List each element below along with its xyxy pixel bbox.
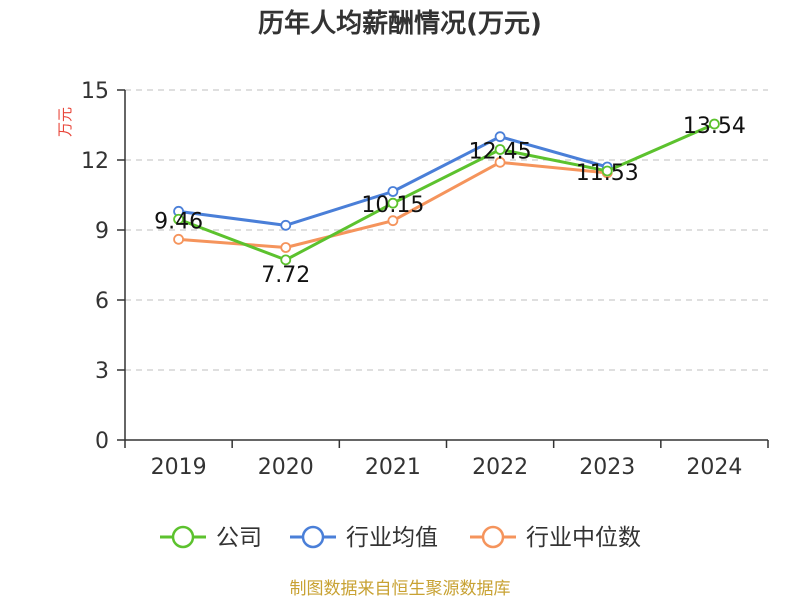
data-point <box>387 197 399 209</box>
data-point <box>494 156 506 168</box>
series-line <box>178 122 716 262</box>
y-tick-label: 0 <box>95 429 109 454</box>
data-point <box>387 186 399 197</box>
y-tick-label: 15 <box>81 79 109 104</box>
x-tick-label: 2022 <box>472 455 528 480</box>
y-tick-label: 6 <box>95 289 109 314</box>
grid-lines <box>125 89 768 371</box>
axes: 0 3 6 9 12 15 2019 2020 2021 2022 2023 2024 <box>81 79 769 480</box>
data-point <box>709 118 720 130</box>
data-label: 11.53 <box>576 161 639 186</box>
data-point <box>280 219 292 231</box>
legend-label: 公司 <box>216 525 262 551</box>
legend-marker <box>481 525 505 549</box>
chart-title: 历年人均薪酬情况(万元) <box>258 8 542 39</box>
legend-marker <box>171 525 195 549</box>
x-tick-label: 2021 <box>365 455 421 480</box>
data-point <box>601 165 613 177</box>
y-tick-label: 3 <box>95 359 109 384</box>
x-tick-label: 2019 <box>151 455 207 480</box>
data-label: 13.54 <box>683 114 746 139</box>
data-point <box>387 215 399 227</box>
data-point <box>494 144 506 155</box>
y-axis-label: 万元 <box>56 107 74 137</box>
source-footer: 制图数据来自恒生聚源数据库 <box>290 579 511 599</box>
legend-label: 行业中位数 <box>526 525 641 551</box>
x-tick-label: 2020 <box>258 455 314 480</box>
x-tick-label: 2024 <box>686 455 742 480</box>
data-point <box>280 242 292 253</box>
data-label: 12.45 <box>469 140 532 165</box>
legend-label: 行业均值 <box>346 525 438 551</box>
legend-marker <box>301 525 325 549</box>
data-label: 9.46 <box>154 209 203 234</box>
series-lines <box>173 118 720 266</box>
data-label: 10.15 <box>361 193 424 218</box>
data-point <box>494 131 506 143</box>
legend: 公司 行业均值 行业中位数 <box>160 525 641 551</box>
data-label: 7.72 <box>261 263 310 288</box>
data-labels: 9.46 7.72 10.15 12.45 11.53 13.54 <box>154 114 746 288</box>
data-point <box>280 254 292 266</box>
y-tick-label: 9 <box>95 219 109 244</box>
data-point <box>173 233 184 245</box>
x-tick-label: 2023 <box>579 455 635 480</box>
data-point <box>173 213 184 225</box>
y-tick-label: 12 <box>81 149 109 174</box>
